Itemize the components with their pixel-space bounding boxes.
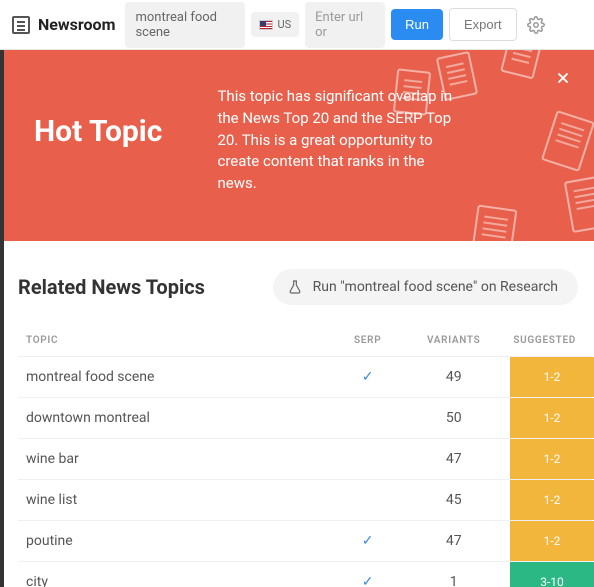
- related-section: Related News Topics Run "montreal food s…: [4, 241, 594, 587]
- document-icon: [541, 110, 594, 172]
- check-icon: ✓: [362, 574, 374, 587]
- us-flag-icon: [259, 20, 273, 30]
- close-icon: [554, 69, 572, 87]
- table-row[interactable]: wine list 451-2: [18, 479, 592, 520]
- cell-suggested: 1-2: [505, 438, 592, 479]
- col-topic: TOPIC: [18, 325, 333, 357]
- brand: Newsroom: [12, 15, 115, 34]
- cell-serp: ✓: [333, 561, 402, 587]
- url-placeholder: Enter url or: [315, 10, 375, 40]
- cell-serp: ✓: [333, 356, 402, 397]
- cell-variants: 47: [402, 438, 505, 479]
- run-button[interactable]: Run: [391, 9, 443, 40]
- cell-serp: [333, 438, 402, 479]
- cell-suggested: 1-2: [505, 479, 592, 520]
- cell-variants: 49: [402, 356, 505, 397]
- cell-topic: downtown montreal: [18, 397, 333, 438]
- table-row[interactable]: montreal food scene ✓ 491-2: [18, 356, 592, 397]
- col-suggested: SUGGESTED: [505, 325, 592, 357]
- suggested-badge: 1-2: [510, 357, 594, 397]
- topbar: Newsroom montreal food scene US Enter ur…: [0, 0, 594, 50]
- cell-suggested: 3-10: [505, 561, 592, 587]
- hero-banner: Hot Topic This topic has significant ove…: [4, 50, 594, 241]
- cell-topic: city: [18, 561, 333, 587]
- cell-variants: 50: [402, 397, 505, 438]
- gear-icon: [527, 16, 545, 34]
- main-content: Hot Topic This topic has significant ove…: [0, 50, 594, 587]
- cell-suggested: 1-2: [505, 520, 592, 561]
- cell-suggested: 1-2: [505, 397, 592, 438]
- document-icon: [393, 68, 431, 115]
- related-table: TOPIC SERP VARIANTS SUGGESTED montreal f…: [18, 325, 592, 587]
- suggested-badge: 3-10: [510, 562, 594, 587]
- url-input[interactable]: Enter url or: [305, 2, 385, 48]
- document-icon: [471, 204, 518, 241]
- cell-suggested: 1-2: [505, 356, 592, 397]
- document-icon: [564, 175, 594, 233]
- check-icon: ✓: [362, 533, 374, 549]
- cell-serp: ✓: [333, 520, 402, 561]
- run-research-label: Run "montreal food scene" on Research: [313, 279, 558, 295]
- suggested-badge: 1-2: [510, 439, 594, 479]
- table-row[interactable]: wine bar 471-2: [18, 438, 592, 479]
- related-header: Related News Topics Run "montreal food s…: [18, 269, 592, 305]
- settings-button[interactable]: [527, 16, 545, 34]
- cell-topic: montreal food scene: [18, 356, 333, 397]
- cell-topic: wine list: [18, 479, 333, 520]
- locale-selector[interactable]: US: [251, 12, 299, 37]
- cell-variants: 45: [402, 479, 505, 520]
- flask-icon: [287, 279, 303, 295]
- cell-serp: [333, 397, 402, 438]
- export-button[interactable]: Export: [449, 8, 517, 41]
- check-icon: ✓: [362, 369, 374, 385]
- search-input[interactable]: montreal food scene: [125, 2, 245, 48]
- table-row[interactable]: downtown montreal 501-2: [18, 397, 592, 438]
- table-row[interactable]: poutine ✓ 471-2: [18, 520, 592, 561]
- cell-variants: 47: [402, 520, 505, 561]
- suggested-badge: 1-2: [510, 480, 594, 520]
- col-serp: SERP: [333, 325, 402, 357]
- suggested-badge: 1-2: [510, 398, 594, 438]
- cell-topic: poutine: [18, 520, 333, 561]
- close-button[interactable]: [554, 68, 572, 93]
- locale-label: US: [277, 18, 291, 31]
- suggested-badge: 1-2: [510, 521, 594, 561]
- table-row[interactable]: city ✓ 13-10: [18, 561, 592, 587]
- hero-title: Hot Topic: [34, 114, 214, 149]
- cell-serp: [333, 479, 402, 520]
- document-icon: [500, 50, 544, 79]
- related-title: Related News Topics: [18, 275, 205, 299]
- brand-label: Newsroom: [38, 15, 115, 34]
- col-variants: VARIANTS: [402, 325, 505, 357]
- run-research-button[interactable]: Run "montreal food scene" on Research: [273, 269, 578, 305]
- search-value: montreal food scene: [135, 10, 235, 40]
- cell-variants: 1: [402, 561, 505, 587]
- newsroom-icon: [12, 16, 30, 34]
- cell-topic: wine bar: [18, 438, 333, 479]
